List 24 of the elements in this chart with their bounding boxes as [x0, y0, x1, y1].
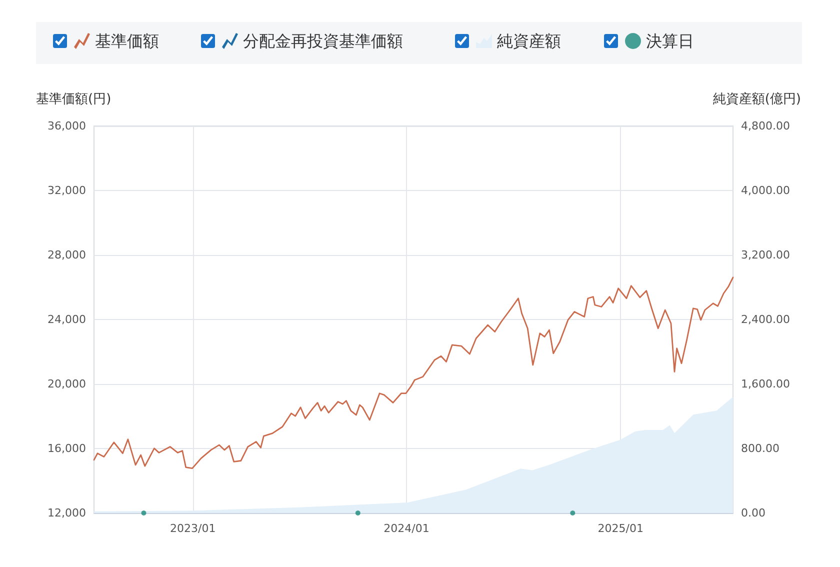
- y-tick-label: 12,000: [48, 506, 86, 520]
- y-tick-label: 20,000: [48, 378, 86, 390]
- y-tick-label: 36,000: [48, 120, 86, 132]
- y2-tick-label: 2,400.00: [741, 313, 790, 326]
- x-tick-label: 2023/01: [170, 522, 216, 535]
- y-tick-label: 28,000: [48, 248, 86, 262]
- y-tick-label: 16,000: [48, 442, 86, 455]
- y2-tick-label: 4,000.00: [741, 184, 790, 197]
- line-series: [93, 276, 734, 470]
- y-axis-title: 基準価額(円): [36, 92, 112, 107]
- legend-label: 純資産額: [497, 32, 561, 50]
- y2-tick-label: 800.00: [741, 442, 780, 455]
- y-tick-label: 24,000: [48, 313, 86, 326]
- y2-tick-label: 3,200.00: [741, 248, 790, 262]
- y2-tick-label: 4,800.00: [741, 120, 790, 132]
- legend-label: 基準価額: [95, 32, 159, 50]
- y2-axis-title: 純資産額(億円): [712, 91, 801, 107]
- y-tick-label: 32,000: [48, 184, 86, 197]
- x-tick-label: 2025/01: [598, 522, 644, 535]
- y2-tick-label: 0.00: [741, 506, 766, 520]
- legend-label: 決算日: [646, 32, 694, 50]
- x-tick-label: 2024/01: [384, 522, 430, 535]
- y2-tick-label: 1,600.00: [741, 378, 790, 390]
- legend-label: 分配金再投資基準価額: [243, 32, 403, 50]
